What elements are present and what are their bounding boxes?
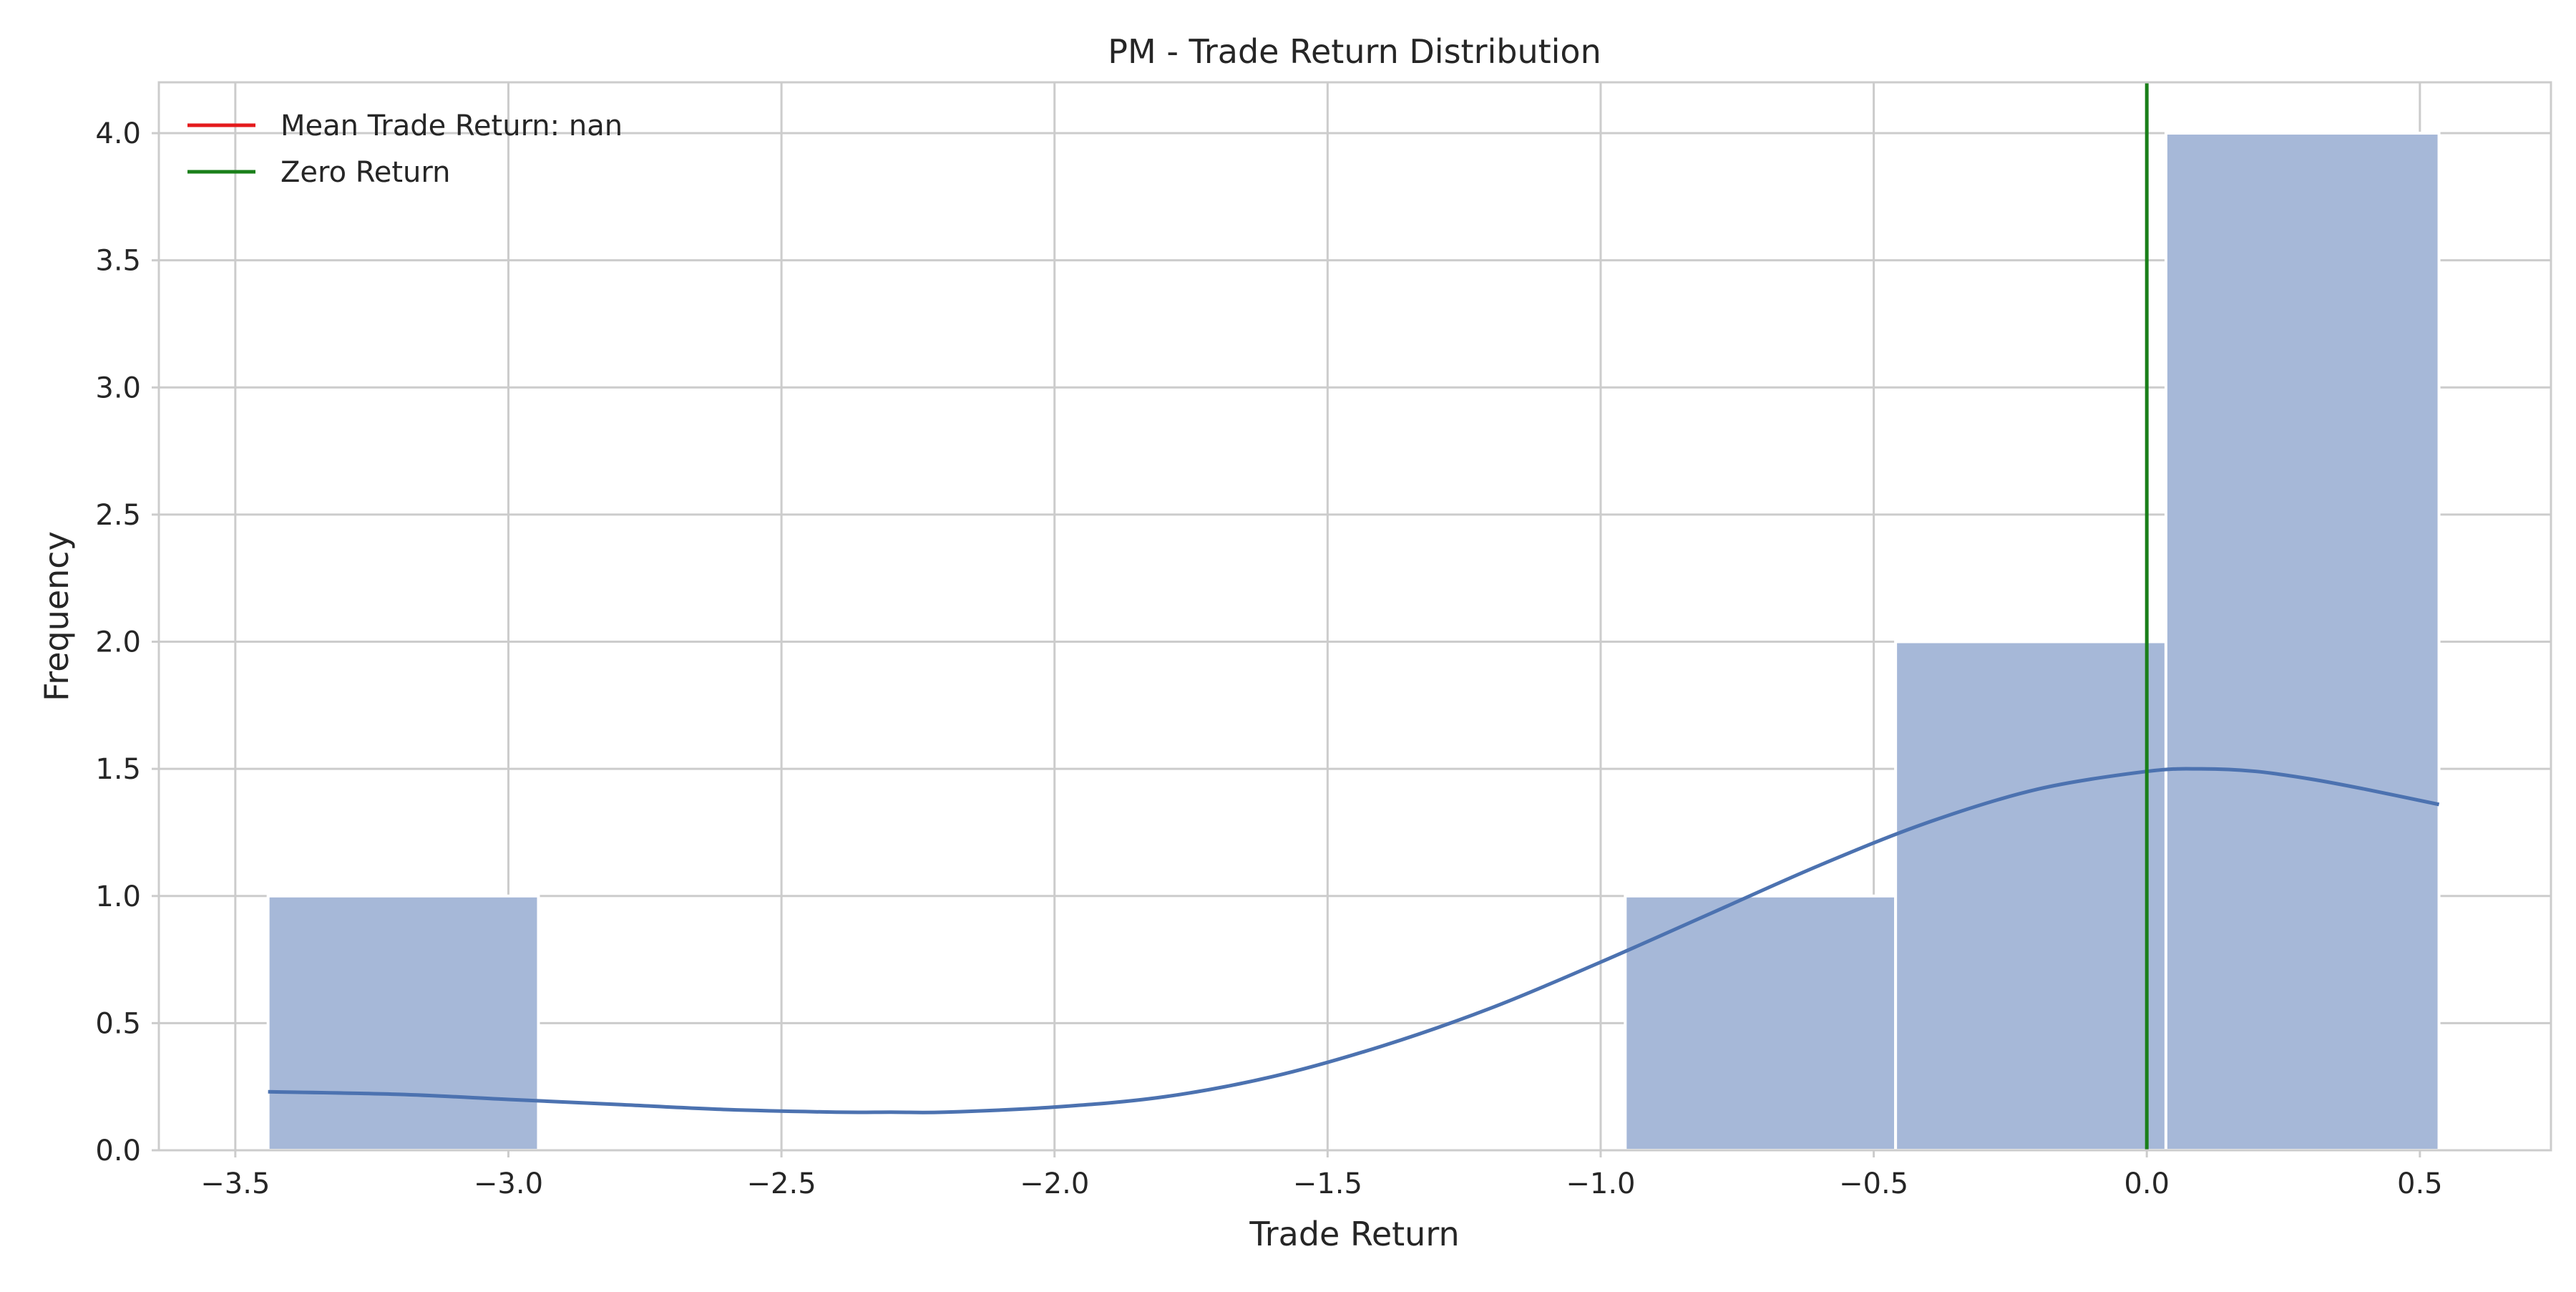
x-tick-label-3: −2.0 <box>1020 1167 1089 1200</box>
y-tick-label-1: 0.5 <box>95 1007 141 1040</box>
y-axis-ticks: 0.0 0.5 1.0 1.5 2.0 2.5 3.0 3.5 4.0 <box>95 117 159 1167</box>
x-axis-ticks: −3.5 −3.0 −2.5 −2.0 −1.5 −1.0 −0.5 0.0 0.5 <box>200 1150 2443 1200</box>
x-tick-label-6: −0.5 <box>1839 1167 1908 1200</box>
histogram-bars <box>266 132 2441 1152</box>
histogram-bar-0 <box>266 894 540 1152</box>
y-axis-title: Frequency <box>37 531 76 701</box>
x-tick-label-8: 0.5 <box>2397 1167 2443 1200</box>
y-tick-label-6: 3.0 <box>95 371 141 404</box>
y-tick-label-3: 1.5 <box>95 753 141 786</box>
x-tick-label-5: −1.0 <box>1566 1167 1635 1200</box>
histogram-bar-6 <box>1894 640 2167 1152</box>
y-tick-label-0: 0.0 <box>95 1135 141 1167</box>
y-tick-label-2: 1.0 <box>95 880 141 913</box>
x-tick-label-2: −2.5 <box>747 1167 816 1200</box>
x-tick-label-7: 0.0 <box>2124 1167 2170 1200</box>
histogram-bar-7 <box>2164 132 2441 1152</box>
legend-zero-label: Zero Return <box>280 156 451 189</box>
kde-curve <box>268 767 2440 1114</box>
x-tick-label-1: −3.0 <box>474 1167 543 1200</box>
kde-curve-group <box>268 767 2440 1114</box>
plot-area-border <box>157 81 2552 1152</box>
legend-mean-label: Mean Trade Return: nan <box>280 110 623 142</box>
y-tick-label-7: 3.5 <box>95 245 141 278</box>
y-tick-label-5: 2.5 <box>95 499 141 532</box>
x-tick-label-0: −3.5 <box>200 1167 270 1200</box>
x-tick-label-4: −1.5 <box>1293 1167 1362 1200</box>
chart-title: PM - Trade Return Distribution <box>1108 32 1601 71</box>
legend: Mean Trade Return: nan Zero Return <box>187 110 623 189</box>
x-axis-title: Trade Return <box>1249 1215 1459 1253</box>
y-tick-label-4: 2.0 <box>95 626 141 659</box>
y-tick-label-8: 4.0 <box>95 117 141 150</box>
